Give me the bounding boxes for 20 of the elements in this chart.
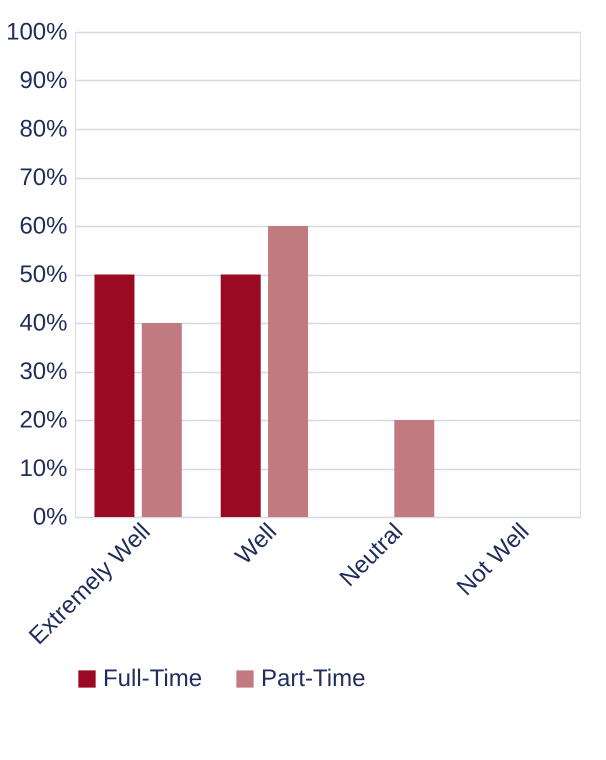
y-tick-label: 40%	[19, 310, 68, 336]
x-tick-label: Not Well	[452, 518, 535, 601]
bar	[94, 274, 134, 517]
y-tick-label: 80%	[19, 116, 68, 142]
bar	[142, 323, 182, 517]
y-tick-label: 10%	[19, 455, 68, 482]
y-tick-label: 60%	[19, 212, 68, 240]
y-tick-label: 90%	[19, 67, 68, 94]
y-tick-label: 30%	[19, 358, 68, 385]
y-tick-label: 20%	[19, 406, 68, 434]
y-tick-label: 50%	[19, 261, 68, 288]
bar	[268, 226, 308, 517]
bar	[220, 274, 261, 517]
y-tick-label: 0%	[32, 504, 68, 530]
legend-label: Full-Time	[103, 665, 202, 692]
bar	[394, 420, 434, 517]
legend-label: Part-Time	[261, 665, 366, 692]
y-tick-label: 100%	[6, 18, 68, 46]
y-tick-label: 70%	[19, 164, 68, 191]
x-tick-label: Well	[230, 518, 282, 570]
